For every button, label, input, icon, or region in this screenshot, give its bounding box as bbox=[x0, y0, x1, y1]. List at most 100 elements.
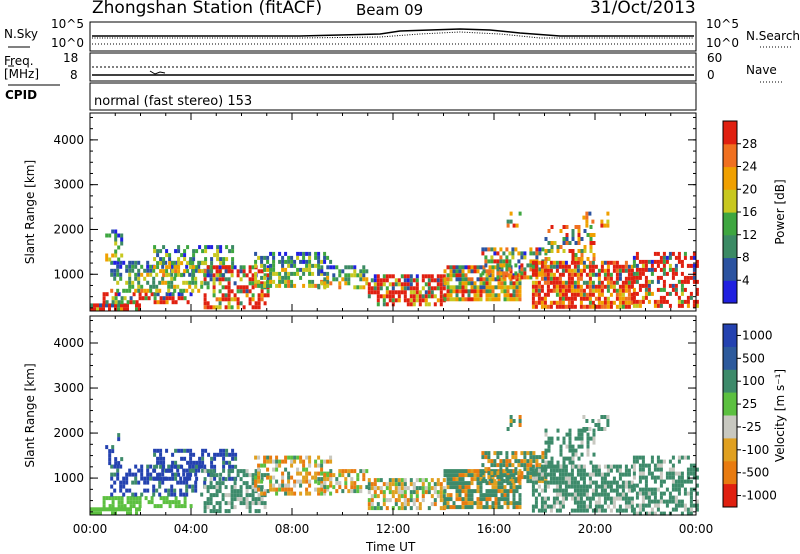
x-tick-label: 04:00 bbox=[174, 522, 209, 536]
echo-cell bbox=[609, 304, 613, 309]
echo-cell bbox=[532, 455, 536, 460]
echo-cell bbox=[609, 480, 613, 485]
echo-cell bbox=[126, 303, 129, 308]
echo-cell bbox=[119, 480, 123, 485]
echo-cell bbox=[695, 475, 699, 480]
echo-cell bbox=[284, 459, 288, 464]
echo-cell bbox=[621, 288, 625, 293]
echo-cell bbox=[254, 263, 258, 268]
echo-cell bbox=[131, 284, 135, 289]
echo-cell bbox=[248, 297, 252, 302]
echo-cell bbox=[677, 303, 681, 308]
echo-cell bbox=[111, 504, 115, 509]
echo-cell bbox=[436, 478, 440, 483]
echo-cell bbox=[606, 272, 610, 277]
echo-cell bbox=[254, 487, 258, 492]
echo-cell bbox=[476, 277, 480, 282]
echo-cell bbox=[379, 294, 383, 299]
echo-cell bbox=[659, 475, 663, 480]
echo-cell bbox=[680, 283, 684, 288]
echo-cell bbox=[487, 259, 491, 264]
echo-cell bbox=[105, 257, 109, 262]
echo-cell bbox=[535, 459, 539, 464]
echo-cell bbox=[114, 292, 118, 297]
echo-cell bbox=[296, 271, 300, 276]
echo-cell bbox=[485, 277, 489, 282]
echo-cell bbox=[582, 292, 586, 297]
echo-cell bbox=[382, 294, 386, 299]
echo-cell bbox=[227, 285, 231, 290]
echo-cell bbox=[600, 288, 604, 293]
echo-cell bbox=[120, 233, 124, 238]
echo-cell bbox=[287, 271, 291, 276]
echo-cell bbox=[376, 486, 380, 491]
echo-cell bbox=[534, 496, 538, 501]
echo-cell bbox=[308, 251, 312, 256]
echo-cell bbox=[162, 257, 166, 262]
echo-cell bbox=[597, 464, 601, 469]
echo-cell bbox=[152, 484, 156, 489]
echo-cell bbox=[488, 277, 492, 282]
echo-cell bbox=[497, 481, 501, 486]
echo-cell bbox=[683, 275, 687, 280]
echo-cell bbox=[520, 271, 524, 276]
echo-cell bbox=[257, 493, 261, 498]
echo-cell bbox=[173, 276, 177, 281]
echo-cell bbox=[418, 290, 422, 295]
echo-cell bbox=[476, 473, 480, 478]
echo-cell bbox=[159, 257, 163, 262]
echo-cell bbox=[541, 247, 545, 252]
echo-cell bbox=[497, 489, 501, 494]
echo-cell bbox=[627, 468, 631, 473]
echo-cell bbox=[155, 284, 159, 289]
echo-cell bbox=[224, 285, 228, 290]
echo-cell bbox=[281, 483, 285, 488]
echo-cell bbox=[260, 263, 264, 268]
echo-cell bbox=[347, 265, 351, 270]
echo-cell bbox=[299, 259, 303, 264]
echo-cell bbox=[544, 257, 548, 261]
echo-cell bbox=[594, 500, 598, 505]
echo-cell bbox=[209, 273, 213, 278]
echo-cell bbox=[263, 255, 267, 260]
echo-cell bbox=[597, 500, 601, 505]
echo-cell bbox=[580, 432, 584, 437]
echo-cell bbox=[574, 436, 578, 441]
echo-cell bbox=[582, 296, 586, 301]
echo-cell bbox=[509, 481, 513, 486]
echo-cell bbox=[177, 504, 181, 509]
echo-cell bbox=[650, 471, 654, 476]
echo-cell bbox=[502, 259, 506, 264]
echo-cell bbox=[600, 484, 604, 489]
echo-cell bbox=[490, 247, 494, 252]
echo-cell bbox=[576, 264, 580, 269]
echo-cell bbox=[236, 489, 240, 494]
echo-cell bbox=[108, 307, 111, 312]
echo-cell bbox=[242, 469, 246, 474]
echo-cell bbox=[535, 463, 539, 468]
echo-cell bbox=[624, 284, 628, 289]
echo-cell bbox=[446, 505, 450, 510]
echo-cell bbox=[470, 473, 474, 478]
echo-cell bbox=[458, 297, 462, 302]
echo-cell bbox=[427, 278, 431, 283]
echo-cell bbox=[449, 297, 453, 302]
echo-cell bbox=[117, 507, 120, 512]
echo-cell bbox=[547, 440, 551, 445]
echo-cell bbox=[254, 283, 258, 288]
echo-cell bbox=[579, 496, 583, 501]
echo-cell bbox=[189, 468, 193, 473]
echo-cell bbox=[323, 271, 327, 276]
echo-cell bbox=[674, 287, 678, 292]
echo-cell bbox=[558, 292, 562, 297]
echo-cell bbox=[659, 303, 663, 308]
echo-cell bbox=[412, 498, 416, 503]
echo-cell bbox=[517, 471, 521, 476]
echo-cell bbox=[141, 296, 145, 301]
echo-cell bbox=[505, 263, 509, 268]
echo-cell bbox=[500, 493, 504, 498]
echo-cell bbox=[544, 428, 548, 433]
echo-cell bbox=[671, 271, 675, 276]
echo-cell bbox=[215, 269, 219, 274]
echo-cell bbox=[215, 489, 219, 494]
